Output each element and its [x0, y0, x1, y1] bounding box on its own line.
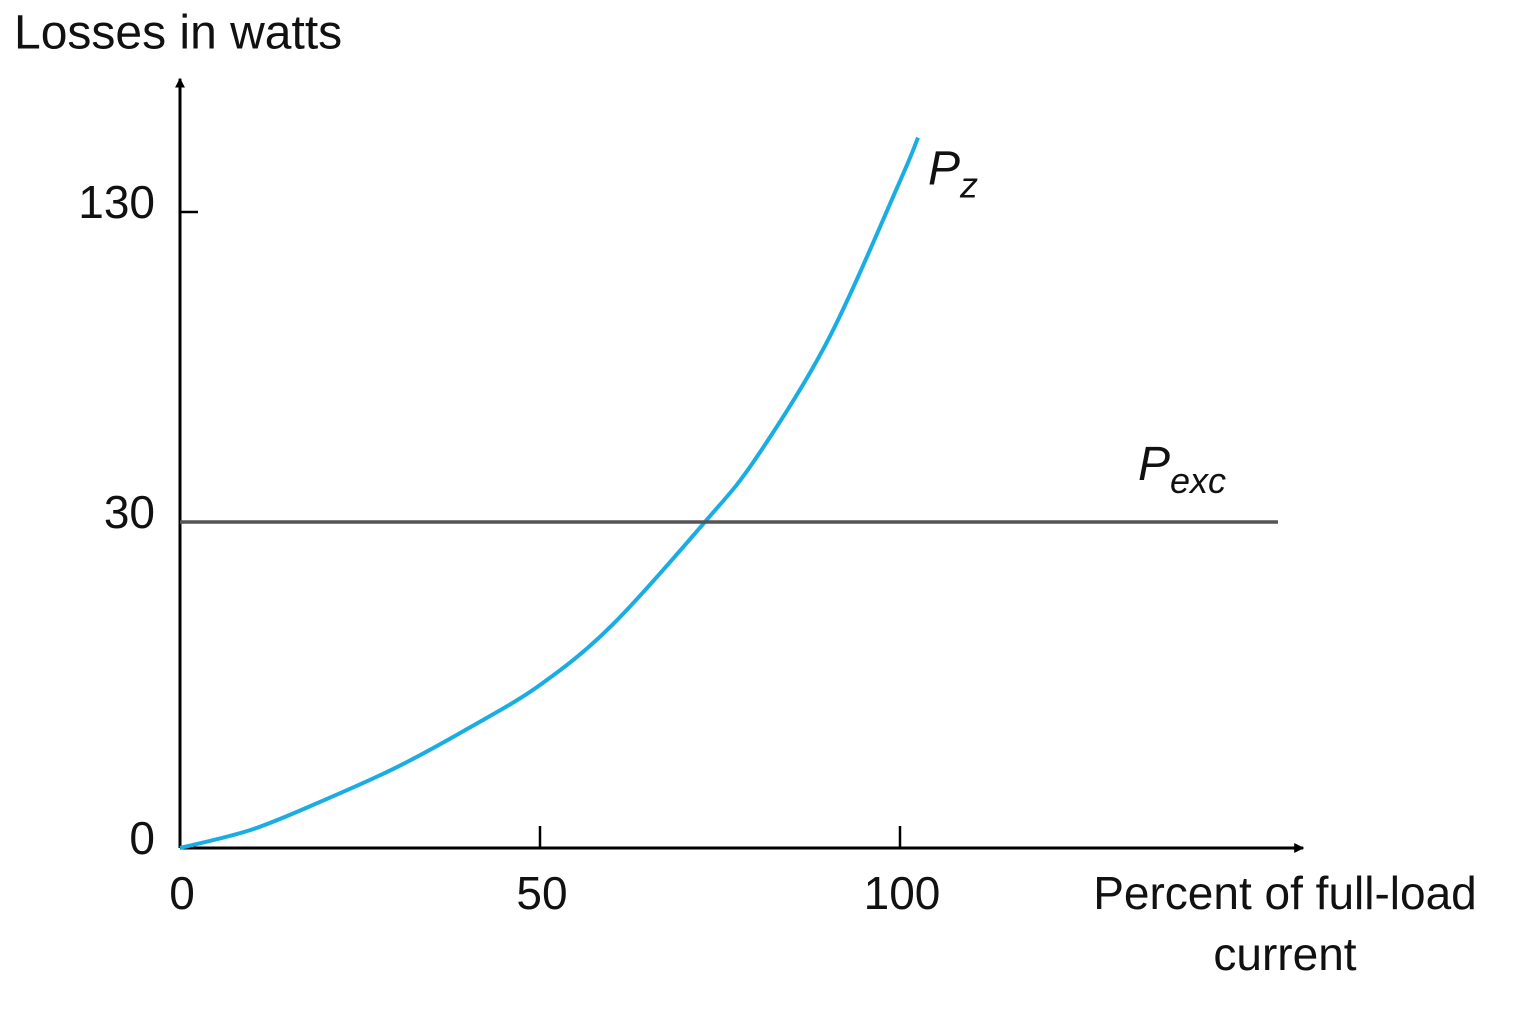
series-label: Pexc [1138, 438, 1226, 501]
x-axis-label: current [1213, 928, 1356, 980]
series-label-subscript: z [959, 164, 978, 205]
y-tick-label: 0 [129, 812, 155, 864]
series-label-subscript: exc [1170, 460, 1226, 501]
series-label-main: P [1138, 438, 1170, 491]
x-tick-label: 0 [169, 867, 195, 919]
x-tick-label: 50 [516, 867, 567, 919]
y-axis-label: Losses in watts [14, 7, 342, 60]
y-tick-label: 130 [78, 176, 155, 228]
series-label: Pz [928, 142, 978, 205]
line-series [179, 136, 920, 850]
series-label-main: P [928, 142, 960, 195]
y-tick-label: 30 [104, 486, 155, 538]
x-axis-label: Percent of full-load [1093, 867, 1477, 919]
x-tick-label: 100 [864, 867, 941, 919]
